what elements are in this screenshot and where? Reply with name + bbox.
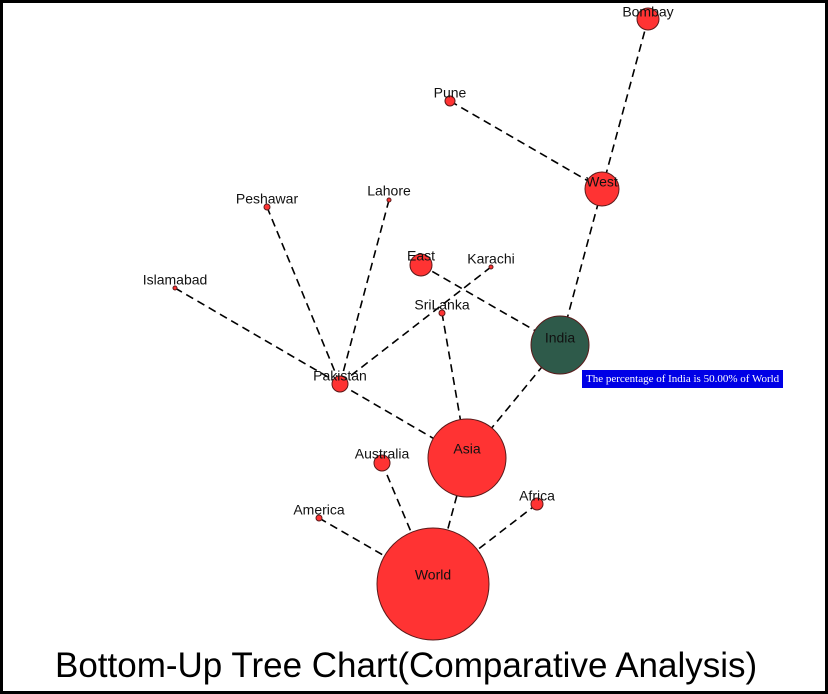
node-label-america: America bbox=[293, 502, 345, 518]
edge-pune-to-west bbox=[449, 100, 603, 190]
node-label-lahore: Lahore bbox=[367, 183, 411, 199]
edges-layer bbox=[174, 18, 649, 585]
node-india[interactable] bbox=[530, 315, 590, 375]
edge-islamabad-to-pakistan bbox=[174, 287, 341, 385]
node-east[interactable] bbox=[409, 253, 433, 277]
node-label-asia: Asia bbox=[453, 441, 480, 457]
node-label-pakistan: Pakistan bbox=[313, 368, 367, 384]
node-pakistan[interactable] bbox=[331, 375, 349, 393]
node-pune[interactable] bbox=[444, 95, 456, 107]
node-label-pune: Pune bbox=[434, 85, 467, 101]
nodes-layer bbox=[172, 7, 660, 641]
edge-lahore-to-pakistan bbox=[339, 199, 390, 385]
node-australia[interactable] bbox=[373, 454, 391, 472]
edge-bombay-to-west bbox=[601, 18, 649, 190]
node-label-africa: Africa bbox=[519, 488, 555, 504]
node-tooltip: The percentage of India is 50.00% of Wor… bbox=[582, 370, 784, 388]
node-asia[interactable] bbox=[427, 418, 507, 498]
node-label-australia: Australia bbox=[355, 446, 410, 462]
node-west[interactable] bbox=[584, 171, 620, 207]
node-africa[interactable] bbox=[530, 497, 544, 511]
node-label-world: World bbox=[415, 567, 451, 583]
labels-layer: World Asia Australia America Africa India Paki… bbox=[143, 4, 674, 583]
node-america[interactable] bbox=[315, 514, 323, 522]
node-bombay[interactable] bbox=[636, 7, 660, 31]
tree-diagram: World Asia Australia America Africa India Paki… bbox=[143, 4, 674, 641]
node-label-islamabad: Islamabad bbox=[143, 272, 208, 288]
node-karachi[interactable] bbox=[488, 264, 494, 270]
edge-peshawar-to-pakistan bbox=[266, 206, 341, 385]
chart-title: Bottom-Up Tree Chart(Comparative Analysi… bbox=[55, 646, 758, 685]
node-islamabad[interactable] bbox=[172, 285, 178, 291]
node-label-india: India bbox=[545, 330, 576, 346]
node-label-karachi: Karachi bbox=[467, 251, 514, 267]
node-srilanka[interactable] bbox=[438, 309, 446, 317]
node-world[interactable] bbox=[376, 527, 490, 641]
node-peshawar[interactable] bbox=[263, 203, 271, 211]
node-label-west: West bbox=[586, 174, 618, 190]
node-label-srilanka: SriLanka bbox=[414, 297, 469, 313]
node-label-bombay: Bombay bbox=[622, 4, 673, 20]
edge-karachi-to-pakistan bbox=[339, 266, 492, 385]
node-label-east: East bbox=[407, 248, 435, 264]
node-label-peshawar: Peshawar bbox=[236, 191, 299, 207]
node-lahore[interactable] bbox=[386, 197, 392, 203]
